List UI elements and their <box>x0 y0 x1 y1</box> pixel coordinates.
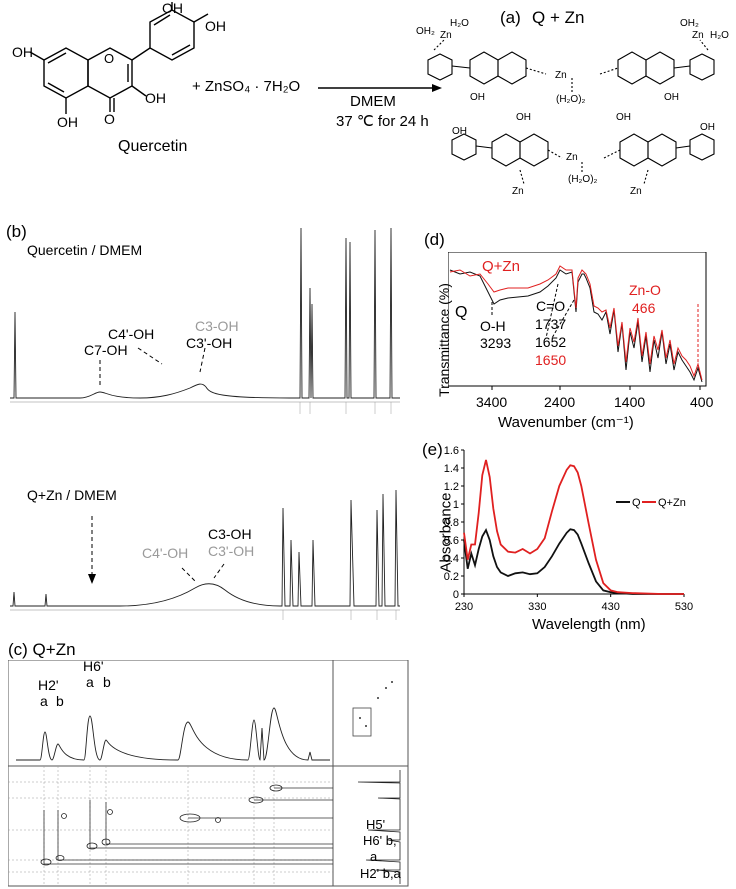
peak-label-c3poh: C3'-OH <box>186 335 233 351</box>
reaction-condition: 37 ℃ for 24 h <box>336 113 429 130</box>
reagent-label: + ZnSO₄ · 7H₂O <box>192 78 301 95</box>
peak-label-c3oh: C3-OH <box>208 526 252 542</box>
spectrum2-trace <box>10 489 400 611</box>
ft-ir-xtick: 3400 <box>476 394 508 410</box>
panel-d-label: (d) <box>424 230 445 249</box>
ft-ir-legend-qzn: Q+Zn <box>482 258 520 275</box>
spectrum2-title: Q+Zn / DMEM <box>27 487 117 503</box>
ft-ir-legend-q: Q <box>455 304 468 321</box>
y-tick-label: 0.4 <box>444 553 459 565</box>
label-h6-a: a <box>86 674 94 690</box>
spectrum1-title: Quercetin / DMEM <box>27 242 143 258</box>
label-h2-a: a <box>40 693 48 709</box>
atom-label: Zn <box>555 70 567 81</box>
ft-ir-zno-label: Zn-O <box>629 282 661 298</box>
reaction-solvent: DMEM <box>350 93 396 110</box>
label-h2-b: b <box>56 693 64 709</box>
atom-label: H₂O <box>710 30 729 41</box>
y-tick-label: 1.6 <box>444 445 459 457</box>
nmr-1d-spectra <box>10 227 400 620</box>
atom-label: H₂O <box>450 18 469 29</box>
spectrum1-trace <box>10 227 400 403</box>
x-tick-label: 230 <box>455 601 473 613</box>
series-line-q <box>463 528 684 595</box>
ft-ir-oh-label: O-H <box>480 318 506 334</box>
series-line-q-zn <box>463 459 684 595</box>
atom-label: OH <box>12 44 33 60</box>
label-h2: H2' <box>38 677 59 693</box>
atom-label: Zn <box>440 30 452 41</box>
y-tick-label: 0.2 <box>444 571 459 583</box>
peak-label-c3oh-gray: C3-OH <box>195 318 239 334</box>
atom-label: OH₂ <box>416 26 435 37</box>
atom-label: OH <box>162 0 183 16</box>
ft-ir-co-1737: 1737 <box>535 316 567 332</box>
uv-vis-chart: 0 0.2 0.4 0.6 0.8 1 1.2 1.4 1.6 230 330 430 530 Q Q+Zn <box>444 445 693 613</box>
ft-ir-xtick: 2400 <box>544 394 576 410</box>
atom-label: OH <box>145 90 166 106</box>
panel-b-label: (b) <box>6 222 27 241</box>
atom-label: O <box>104 51 115 66</box>
panel-a-title: Q + Zn <box>532 8 585 27</box>
y-tick-label: 1.4 <box>444 463 459 475</box>
atom-label: OH <box>664 92 679 103</box>
atom-label: O <box>104 111 115 127</box>
atom-label: OH₂ <box>680 18 699 29</box>
quercetin-structure <box>29 2 209 114</box>
ft-ir-xtick: 1400 <box>614 394 646 410</box>
uv-xlabel: Wavelength (nm) <box>532 616 646 633</box>
ft-ir-co-1652: 1652 <box>535 334 567 350</box>
atom-label: OH <box>700 122 715 133</box>
atom-label: Zn <box>692 30 704 41</box>
y-tick-label: 0 <box>453 589 459 601</box>
compound-name: Quercetin <box>118 138 188 155</box>
legend-label: Q <box>632 497 641 509</box>
x-tick-label: 530 <box>675 601 693 613</box>
label-h6ba: H6' b, <box>363 833 397 848</box>
label-h6: H6' <box>83 658 104 674</box>
ft-ir-co-label: C=O <box>536 298 566 314</box>
panel-c-label: (c) Q+Zn <box>8 640 76 659</box>
atom-label: (H₂O)₂ <box>568 174 598 185</box>
atom-label: OH <box>470 92 485 103</box>
atom-label: Zn <box>512 186 524 197</box>
x-tick-label: 330 <box>528 601 546 613</box>
atom-label: OH <box>616 112 631 123</box>
ft-ir-zno-value: 466 <box>632 300 656 316</box>
panel-a-label: (a) <box>500 8 521 27</box>
label-h6ba-a: a <box>370 849 378 864</box>
peak-label-c4poh: C4'-OH <box>108 326 155 342</box>
y-tick-label: 1 <box>453 499 459 511</box>
y-tick-label: 0.8 <box>444 517 459 529</box>
panel-a: OH OH O OH OH OH O Quercetin + ZnSO₄ · 7… <box>0 0 736 200</box>
atom-label: (H₂O)₂ <box>556 94 586 105</box>
ft-ir-chart <box>448 252 707 390</box>
peak-label-c4poh-gray: C4'-OH <box>142 545 189 561</box>
atom-label: OH <box>205 18 226 34</box>
ft-ir-xlabel: Wavenumber (cm⁻¹) <box>498 414 634 431</box>
atom-label: Zn <box>566 152 578 163</box>
panel-e-label: (e) <box>422 440 443 459</box>
ft-ir-xtick: 400 <box>690 394 714 410</box>
x-tick-label: 430 <box>601 601 619 613</box>
y-tick-label: 1.2 <box>444 481 459 493</box>
atom-label: OH <box>516 112 531 123</box>
nmr-2d-spectrum <box>8 660 409 887</box>
y-tick-label: 0.6 <box>444 535 459 547</box>
legend-label: Q+Zn <box>658 497 686 509</box>
complex-lower-structure <box>451 133 715 185</box>
ft-ir-co-1650: 1650 <box>535 352 567 368</box>
atom-label: Zn <box>630 186 642 197</box>
complex-upper-structure <box>427 39 715 92</box>
reaction-scheme <box>29 2 715 185</box>
ft-ir-oh-value: 3293 <box>480 335 512 351</box>
label-h2ba: H2' b,a <box>360 866 401 881</box>
peak-label-c3poh-gray: C3'-OH <box>208 543 255 559</box>
label-h6-b: b <box>103 674 111 690</box>
atom-label: OH <box>452 126 467 137</box>
label-h5: H5' <box>366 817 386 832</box>
atom-label: OH <box>57 114 78 130</box>
peak-label-c7oh: C7-OH <box>84 342 128 358</box>
